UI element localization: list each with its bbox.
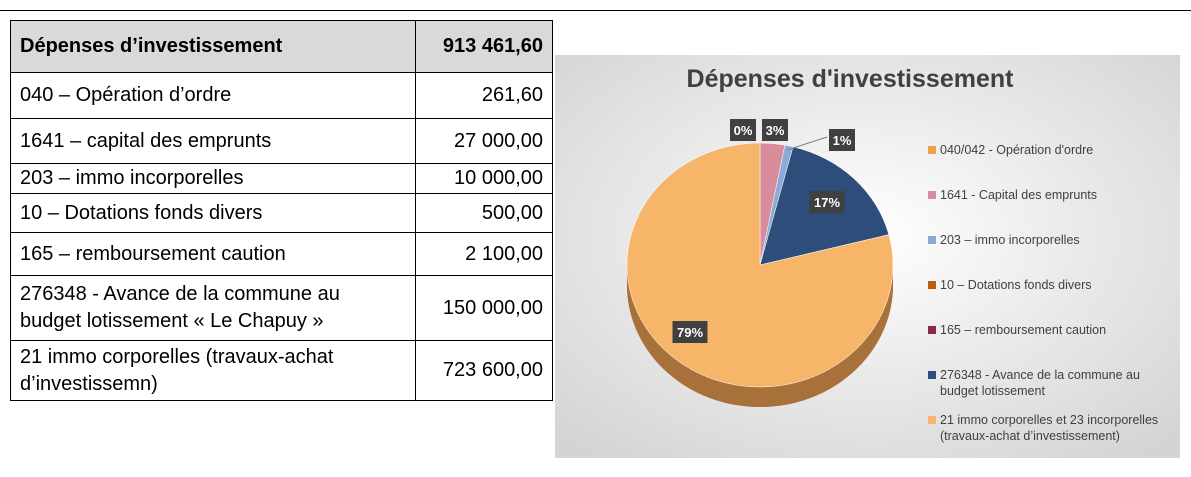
label: 10 – Dotations fonds divers [10,193,416,233]
label-box [829,129,855,151]
legend-label: 040/042 - Opération d'ordre [940,143,1093,157]
legend-label: 1641 - Capital des emprunts [940,188,1097,202]
legend-swatch [928,371,936,379]
legend-label: 10 – Dotations fonds divers [940,278,1091,292]
chart-title: Dépenses d'investissement [687,65,1015,93]
amount: 2 100,00 [415,232,553,276]
legend-line: 276348 - Avance de la commune au [940,368,1140,382]
label: 040 – Opération d’ordre [10,72,416,119]
data-label: 17% [814,195,840,210]
label-box [730,119,756,141]
table-row: 040 – Opération d’ordre 261,60 [10,72,553,119]
legend-swatch [928,146,936,154]
table-row: 21 immo corporelles (travaux-achat d’inv… [10,340,553,401]
table-row: 10 – Dotations fonds divers 500,00 [10,193,553,233]
header-label: Dépenses d’investissement [10,20,416,73]
legend-line: (travaux-achat d’investissement) [940,429,1120,443]
amount: 261,60 [415,72,553,119]
data-label: 0% [734,123,753,138]
amount: 27 000,00 [415,118,553,164]
table-row: 276348 - Avance de la commune au budget … [10,275,553,341]
table-row: 203 – immo incorporelles 10 000,00 [10,163,553,194]
amount: 723 600,00 [415,340,553,401]
data-label: 1% [833,133,852,148]
data-label: 79% [677,325,703,340]
label: 165 – remboursement caution [10,232,416,276]
amount: 500,00 [415,193,553,233]
legend-swatch [928,281,936,289]
legend-swatch [928,326,936,334]
amount: 150 000,00 [415,275,553,341]
header-row: Dépenses d’investissement 913 461,60 [10,20,553,73]
label: 276348 - Avance de la commune au budget … [10,275,416,341]
amount: 10 000,00 [415,163,553,194]
table-row: 165 – remboursement caution 2 100,00 [10,232,553,276]
label-box [672,321,708,343]
header-value: 913 461,60 [415,20,553,73]
label-box [762,119,788,141]
legend-swatch [928,416,936,424]
label: 1641 – capital des emprunts [10,118,416,164]
legend-swatch [928,236,936,244]
chart: Dépenses d'investissement 0% 3% 1% 17% 79% 04… [555,55,1180,458]
legend-swatch [928,191,936,199]
budget-table: Dépenses d’investissement 913 461,60 040… [10,20,553,401]
label: 21 immo corporelles (travaux-achat d’inv… [10,340,416,401]
legend-line: budget lotissement [940,384,1045,398]
legend-label: 165 – remboursement caution [940,323,1106,337]
legend-label: 276348 - Avance de la commune au budget l… [940,368,1140,398]
leader [786,136,828,151]
table-row: 1641 – capital des emprunts 27 000,00 [10,118,553,164]
legend-label: 21 immo corporelles et 23 incorporelles (… [940,413,1158,443]
rule [0,10,1191,11]
legend-line: 21 immo corporelles et 23 incorporelles [940,413,1158,427]
label-box [809,191,845,213]
data-label: 3% [766,123,785,138]
label: 203 – immo incorporelles [10,163,416,194]
legend-label: 203 – immo incorporelles [940,233,1080,247]
